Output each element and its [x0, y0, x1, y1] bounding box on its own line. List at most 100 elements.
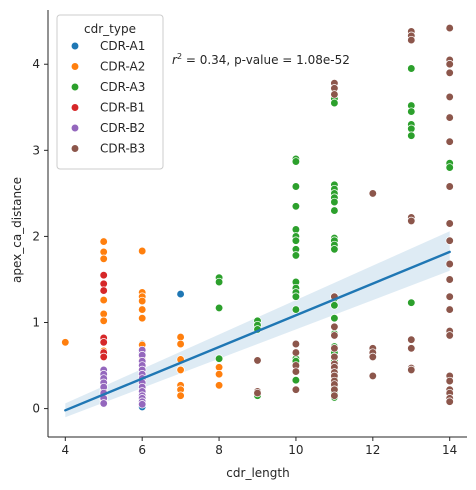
- point-cdr-a3: [291, 305, 301, 314]
- point-cdr-a1: [176, 289, 185, 299]
- x-tick-label: 8: [215, 443, 223, 457]
- point-cdr-b2: [138, 400, 147, 409]
- point-cdr-b3: [291, 367, 301, 376]
- point-cdr-b3: [368, 352, 377, 362]
- x-axis-label: cdr_length: [226, 466, 289, 480]
- point-cdr-b2: [99, 399, 108, 408]
- point-cdr-a3: [214, 277, 224, 287]
- point-cdr-b1: [99, 352, 108, 362]
- point-cdr-b3: [330, 322, 339, 331]
- point-cdr-a2: [176, 365, 185, 375]
- point-cdr-b3: [445, 305, 454, 314]
- point-cdr-a3: [291, 376, 301, 385]
- point-cdr-a3: [407, 131, 416, 140]
- point-cdr-a3: [291, 225, 301, 234]
- point-cdr-b3: [445, 137, 454, 146]
- point-cdr-b3: [330, 352, 339, 362]
- x-tick-label: 4: [61, 443, 69, 457]
- r2-annotation-text: = 0.34, p-value = 1.08e-52: [182, 53, 350, 67]
- point-cdr-b3: [445, 376, 454, 386]
- point-cdr-b3: [445, 92, 454, 102]
- legend-marker-cdr-b3: [70, 144, 80, 153]
- point-cdr-a2: [99, 237, 108, 246]
- point-cdr-b3: [291, 339, 301, 349]
- point-cdr-b3: [445, 113, 454, 122]
- point-cdr-a2: [99, 247, 108, 257]
- point-cdr-b1: [99, 271, 108, 280]
- y-tick-label: 0: [32, 402, 40, 416]
- x-tick-label: 14: [442, 443, 457, 457]
- point-cdr-b1: [99, 338, 108, 347]
- point-cdr-b3: [445, 23, 454, 33]
- point-cdr-a3: [330, 301, 339, 310]
- point-cdr-b3: [330, 331, 339, 340]
- y-axis-label: apex_ca_distance: [10, 177, 24, 283]
- legend-label-cdr-a3: CDR-A3: [100, 80, 145, 94]
- point-cdr-a2: [176, 391, 185, 400]
- point-cdr-b3: [445, 397, 454, 406]
- point-cdr-a3: [407, 107, 416, 116]
- point-cdr-a2: [214, 363, 224, 372]
- legend-marker-cdr-a3: [70, 82, 80, 92]
- r2-superscript: 2: [177, 52, 182, 61]
- legend-label-cdr-a1: CDR-A1: [100, 39, 145, 53]
- point-cdr-a3: [214, 303, 224, 313]
- point-cdr-b3: [368, 189, 377, 198]
- point-cdr-b3: [330, 344, 339, 353]
- legend-marker-cdr-a1: [70, 41, 80, 51]
- point-cdr-a3: [291, 157, 301, 166]
- point-cdr-b3: [445, 219, 454, 228]
- r2-symbol: r: [172, 53, 178, 67]
- point-cdr-a3: [291, 251, 301, 260]
- legend-label-cdr-b3: CDR-B3: [100, 142, 145, 156]
- x-tick-label: 12: [365, 443, 380, 457]
- point-cdr-a3: [407, 124, 416, 133]
- point-cdr-a3: [214, 354, 224, 363]
- point-cdr-a2: [99, 316, 108, 325]
- point-cdr-b3: [445, 259, 454, 269]
- legend-marker-cdr-b2: [70, 123, 80, 133]
- point-cdr-a2: [99, 309, 108, 319]
- point-cdr-a3: [291, 202, 301, 211]
- point-cdr-b3: [407, 335, 416, 344]
- point-cdr-a3: [291, 182, 301, 191]
- point-cdr-a3: [291, 236, 301, 245]
- point-cdr-a3: [291, 292, 301, 301]
- point-cdr-b3: [330, 391, 339, 400]
- point-cdr-b3: [407, 35, 416, 45]
- point-cdr-a3: [330, 206, 339, 215]
- point-cdr-a2: [138, 305, 147, 314]
- point-cdr-a2: [99, 254, 108, 263]
- point-cdr-a2: [99, 295, 108, 305]
- regression-line-group: [64, 250, 451, 412]
- x-tick-label: 10: [288, 443, 303, 457]
- point-cdr-b3: [445, 292, 454, 301]
- point-cdr-b3: [407, 344, 416, 353]
- legend-label-cdr-a2: CDR-A2: [100, 60, 145, 74]
- point-cdr-a3: [330, 98, 339, 108]
- point-cdr-a3: [445, 163, 454, 172]
- regression-line: [64, 250, 451, 412]
- legend-label-cdr-b2: CDR-B2: [100, 121, 145, 135]
- point-cdr-b3: [445, 68, 454, 77]
- point-cdr-a2: [138, 296, 147, 306]
- point-cdr-a2: [214, 381, 224, 390]
- point-cdr-a3: [330, 245, 339, 254]
- y-tick-label: 1: [32, 316, 40, 330]
- point-cdr-a2: [176, 332, 185, 342]
- point-cdr-b3: [291, 385, 301, 394]
- legend-marker-cdr-a2: [70, 62, 80, 71]
- point-cdr-b3: [291, 348, 301, 357]
- r2-annotation: r2 = 0.34, p-value = 1.08e-52: [172, 52, 350, 67]
- point-cdr-b3: [445, 236, 454, 245]
- y-tick-label: 3: [32, 143, 40, 157]
- point-cdr-b3: [253, 356, 262, 365]
- point-cdr-a3: [330, 197, 339, 207]
- point-cdr-b3: [330, 90, 339, 99]
- point-cdr-a2: [138, 246, 147, 256]
- data-points-group: [61, 23, 454, 412]
- point-cdr-b3: [445, 60, 454, 69]
- point-cdr-a2: [138, 314, 147, 323]
